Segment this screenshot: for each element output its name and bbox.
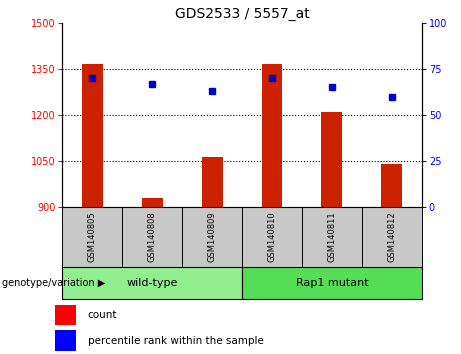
Bar	[142, 198, 163, 207]
Text: GSM140812: GSM140812	[387, 212, 396, 262]
Text: GSM140808: GSM140808	[148, 212, 157, 262]
Text: genotype/variation ▶: genotype/variation ▶	[2, 278, 106, 288]
Bar	[321, 112, 343, 207]
FancyBboxPatch shape	[302, 207, 362, 267]
FancyBboxPatch shape	[362, 207, 422, 267]
Text: GSM140805: GSM140805	[88, 212, 97, 262]
FancyBboxPatch shape	[242, 267, 422, 299]
Bar	[55, 330, 76, 351]
FancyBboxPatch shape	[122, 207, 182, 267]
Text: Rap1 mutant: Rap1 mutant	[296, 278, 368, 288]
FancyBboxPatch shape	[62, 267, 242, 299]
Title: GDS2533 / 5557_at: GDS2533 / 5557_at	[175, 7, 309, 21]
Bar	[55, 304, 76, 325]
Text: wild-type: wild-type	[126, 278, 178, 288]
Text: percentile rank within the sample: percentile rank within the sample	[88, 336, 264, 346]
Bar	[381, 164, 402, 207]
FancyBboxPatch shape	[182, 207, 242, 267]
FancyBboxPatch shape	[242, 207, 302, 267]
Text: GSM140810: GSM140810	[267, 212, 277, 262]
Bar	[82, 64, 103, 207]
Bar	[201, 157, 223, 207]
Text: count: count	[88, 310, 117, 320]
Text: GSM140811: GSM140811	[327, 212, 337, 262]
Bar	[261, 64, 283, 207]
Text: GSM140809: GSM140809	[207, 212, 217, 262]
FancyBboxPatch shape	[62, 207, 122, 267]
